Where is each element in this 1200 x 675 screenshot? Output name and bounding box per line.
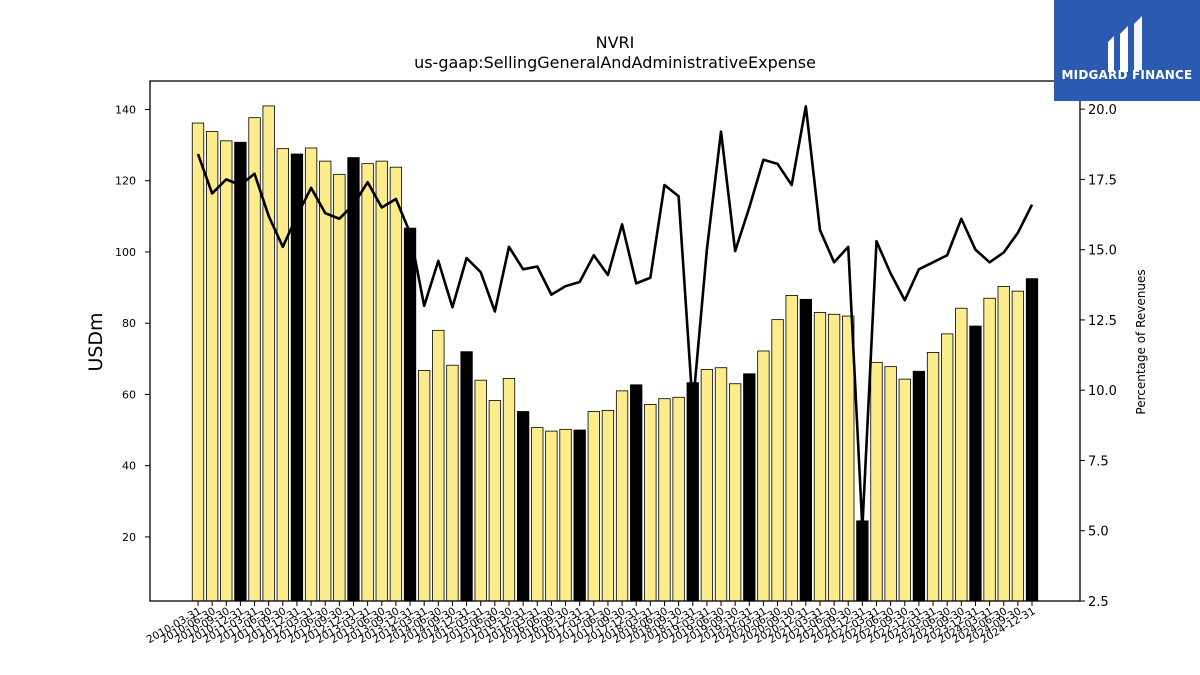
bar [220, 140, 233, 602]
bar [969, 325, 982, 602]
bar [700, 369, 714, 602]
midgard-finance-logo: MIDGARD FINANCE [1054, 0, 1200, 101]
bar [347, 157, 360, 602]
bar [333, 173, 346, 602]
bar [502, 377, 516, 602]
bar [926, 351, 940, 602]
bar [460, 351, 473, 602]
bar [361, 163, 374, 602]
bar [870, 361, 883, 602]
bar [856, 520, 869, 602]
bar [743, 373, 756, 602]
bar [446, 364, 459, 602]
y2-tick-label: 15.0 [1088, 244, 1117, 259]
y-tick-label: 40 [122, 460, 136, 473]
bar [799, 298, 812, 602]
y2-tick-label: 17.5 [1088, 173, 1117, 188]
bar [488, 400, 502, 602]
bar [785, 295, 798, 602]
bar [248, 117, 261, 602]
bar [898, 378, 911, 602]
bar [319, 160, 332, 602]
line-series [196, 105, 1034, 530]
bar [191, 122, 205, 602]
bar [997, 286, 1010, 602]
bar [983, 297, 996, 602]
bar [955, 307, 968, 602]
bar [757, 350, 770, 602]
axes: 20 40 60 80 100 120 140 2.5 5.0 7.5 10.0 12.5 15.0 17… [115, 80, 1117, 646]
bar [290, 153, 304, 602]
y2-tick-label: 5.0 [1088, 525, 1109, 540]
y2-tick-label: 2.5 [1088, 595, 1109, 610]
chart-title: NVRI [596, 33, 635, 52]
bar [403, 227, 417, 602]
bar [559, 428, 572, 602]
chart-subtitle: us-gaap:SellingGeneralAndAdministrativeE… [414, 53, 816, 72]
logo-mark-icon [1108, 16, 1142, 72]
bar [813, 312, 827, 602]
y-tick-label: 80 [122, 317, 136, 330]
bar [573, 429, 586, 602]
bar [432, 329, 445, 602]
y-tick-label: 100 [115, 246, 136, 259]
bar [672, 396, 685, 602]
y-tick-label: 60 [122, 388, 136, 401]
bar [418, 370, 431, 602]
bar [658, 398, 671, 602]
y2-tick-label: 7.5 [1088, 454, 1109, 469]
bar [276, 148, 289, 602]
bar [375, 160, 388, 602]
bar [474, 379, 487, 602]
y2-axis-label: Percentage of Revenues [1134, 269, 1148, 414]
y-tick-label: 120 [115, 175, 136, 188]
bar [941, 333, 954, 602]
bar [234, 141, 247, 602]
bar [884, 366, 897, 602]
bar [1011, 290, 1025, 602]
bar [827, 313, 841, 602]
bar [516, 411, 530, 602]
bar [1025, 278, 1039, 602]
bar [531, 427, 544, 602]
bar [615, 390, 629, 602]
bar [714, 367, 728, 602]
bar [842, 315, 855, 602]
bar [630, 384, 643, 602]
bar [389, 166, 403, 602]
y-tick-label: 20 [122, 531, 136, 544]
bar [304, 147, 318, 602]
line-path [196, 105, 1034, 530]
bar [644, 403, 657, 602]
bar [686, 382, 699, 602]
y2-tick-label: 10.0 [1088, 384, 1117, 399]
bar [601, 410, 615, 602]
bar [729, 383, 742, 602]
bar [545, 430, 558, 602]
bar [912, 370, 926, 602]
y2-tick-label: 12.5 [1088, 314, 1117, 329]
bar [587, 411, 600, 602]
y-axis-label: USDm [85, 312, 107, 371]
bar [205, 131, 219, 602]
bar [771, 319, 784, 602]
y2-tick-label: 20.0 [1088, 103, 1117, 118]
bar-series [191, 105, 1039, 602]
bar [262, 105, 275, 602]
logo-text: MIDGARD FINANCE [1061, 68, 1193, 82]
plot-frame [149, 80, 1081, 602]
y-tick-label: 140 [115, 103, 136, 116]
